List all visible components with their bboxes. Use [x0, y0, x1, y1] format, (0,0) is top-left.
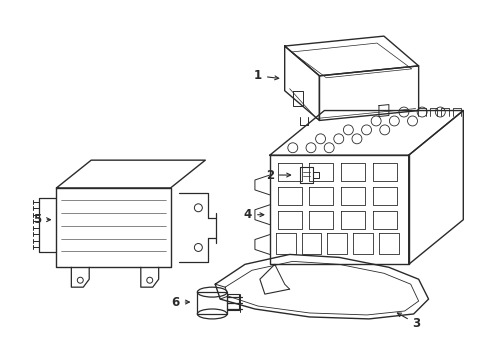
Text: 3: 3 — [397, 313, 420, 330]
Text: 6: 6 — [171, 296, 189, 309]
Text: 4: 4 — [244, 208, 263, 221]
Text: 5: 5 — [33, 213, 50, 226]
Text: 2: 2 — [265, 168, 290, 181]
Text: 1: 1 — [253, 69, 278, 82]
